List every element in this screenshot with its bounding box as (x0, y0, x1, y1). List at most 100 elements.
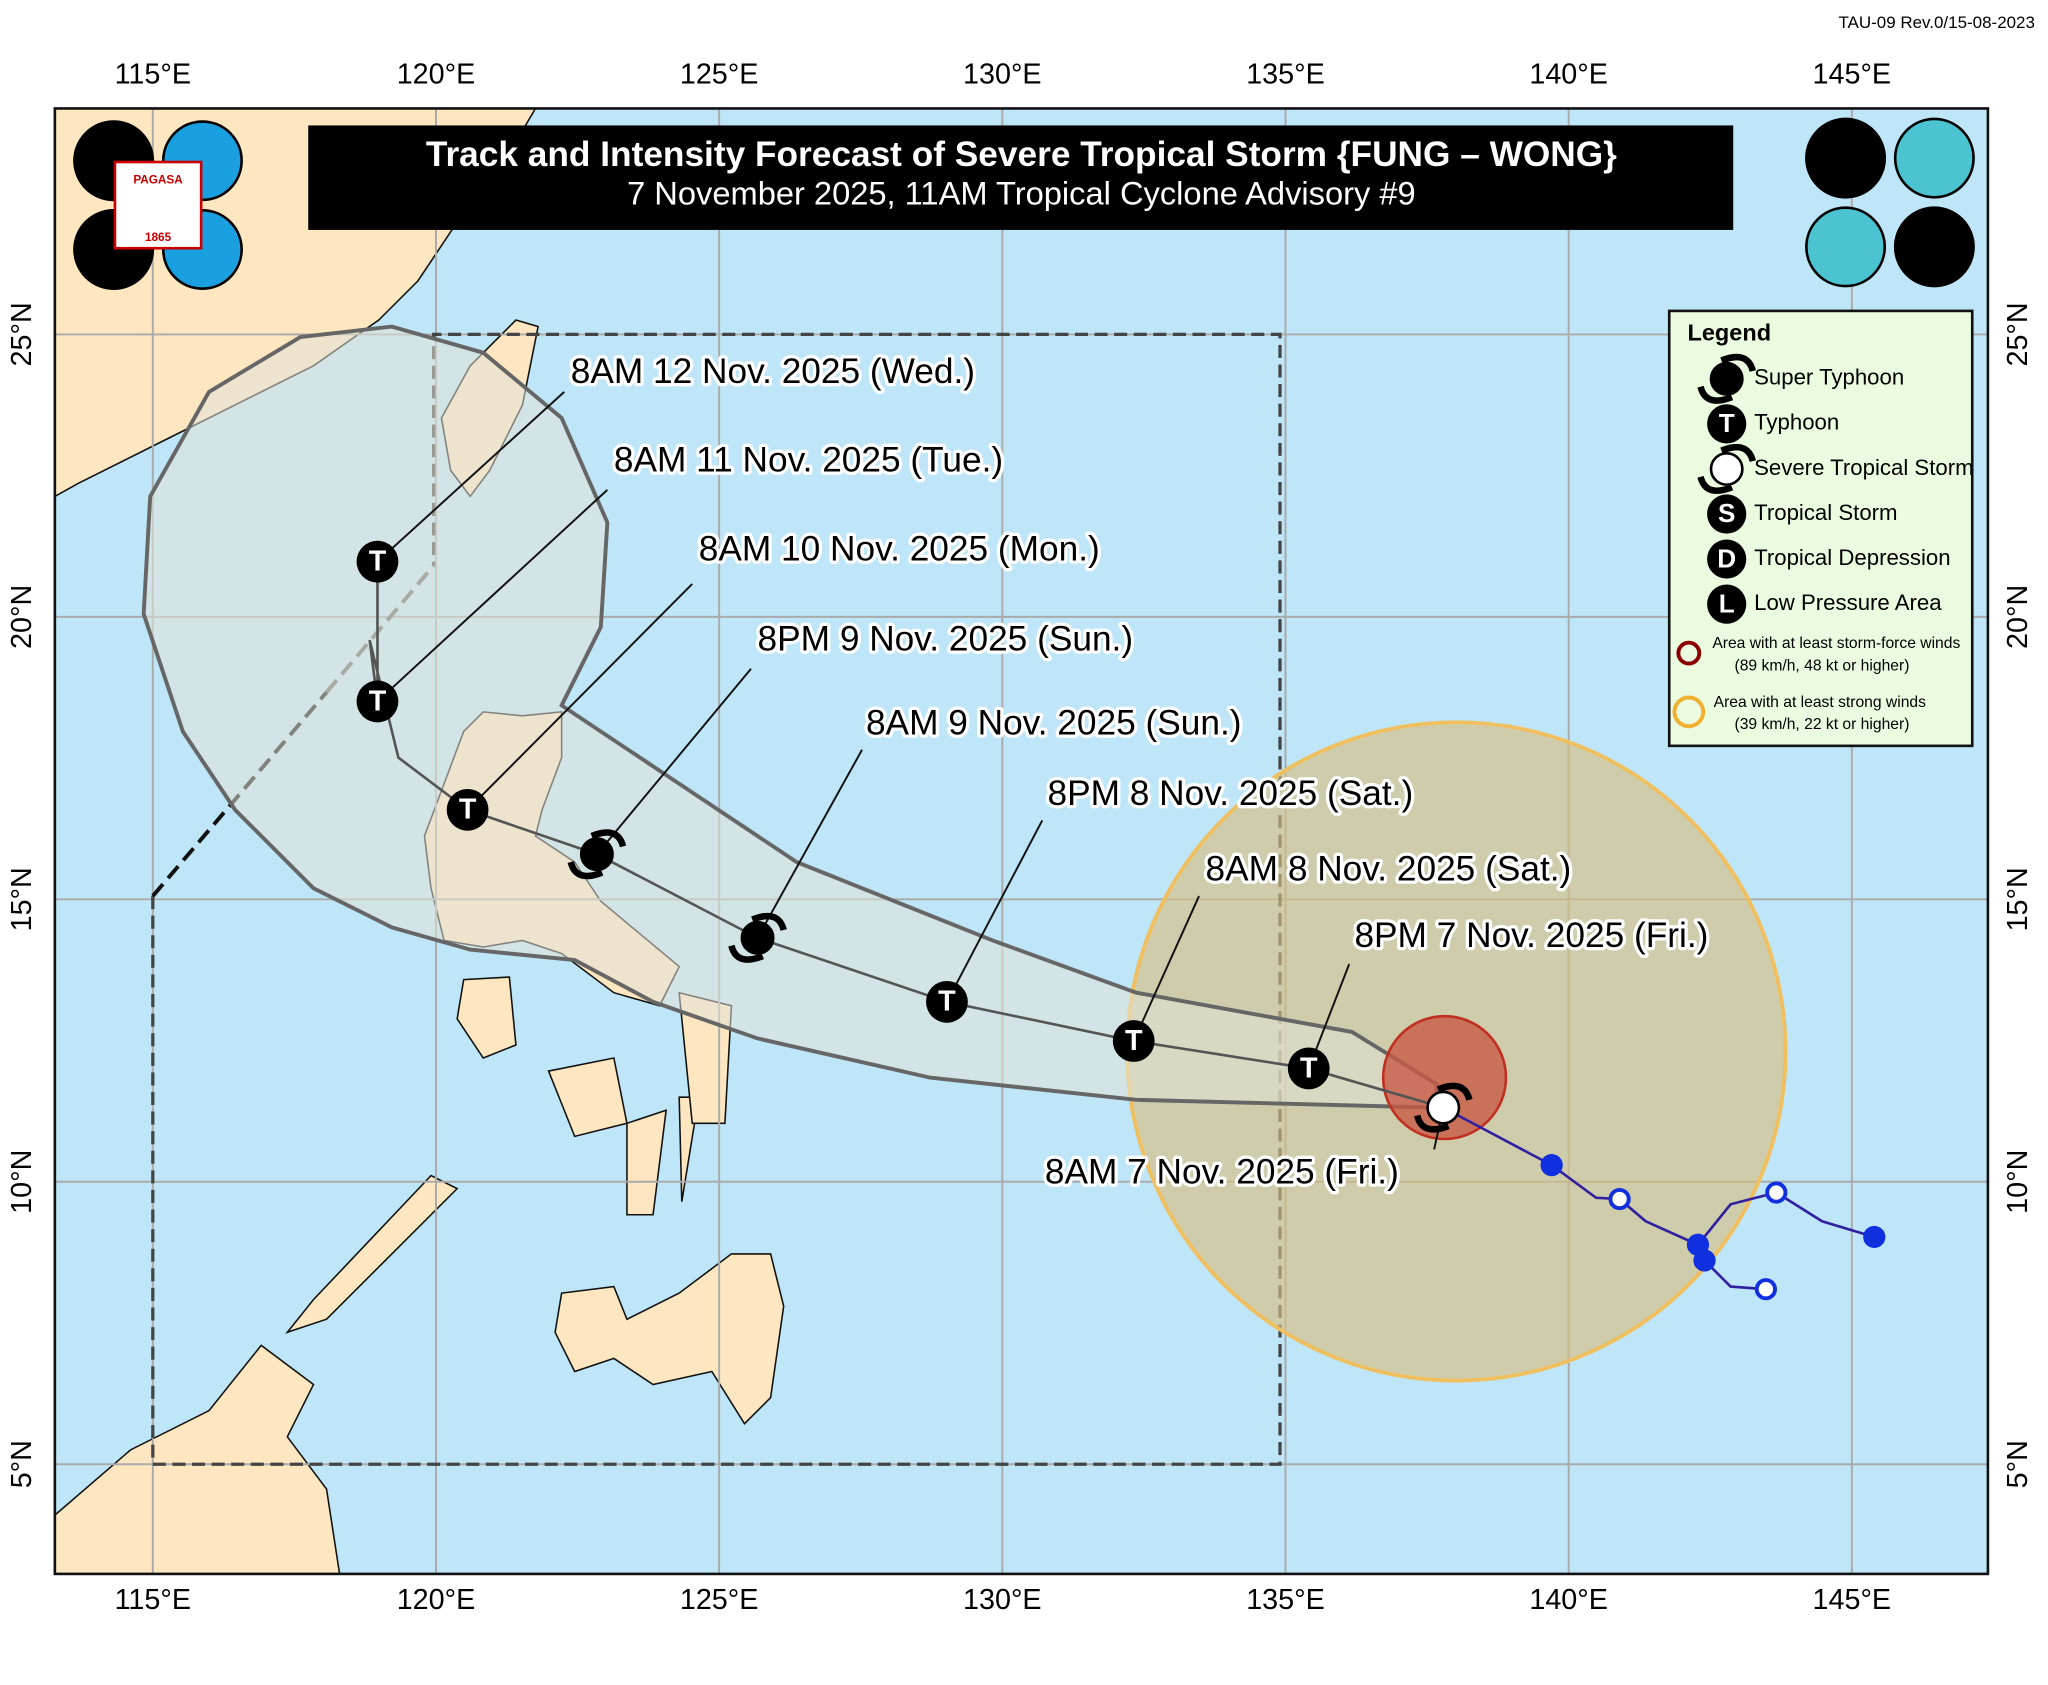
typhoon-marker (1112, 1020, 1155, 1062)
storm-force-area (1381, 1014, 1508, 1141)
legend-area-label: Area with at least strong winds (1714, 694, 1927, 711)
forecast-label: 8AM 12 Nov. 2025 (Wed.) (571, 352, 975, 391)
cyclone-arms (1697, 443, 1756, 494)
legend-item: T Typhoon (1707, 404, 1839, 444)
past-position (1693, 1249, 1716, 1272)
forecast-position: T (926, 980, 968, 1023)
cyclone-arms (567, 829, 627, 880)
leader-line (946, 819, 1044, 1003)
mindanao (554, 1253, 785, 1425)
longitude-label: 115°E (115, 58, 191, 90)
past-position (1540, 1154, 1563, 1177)
forecast-position (567, 829, 627, 880)
logo-name: PAGASA (133, 173, 183, 186)
subtitle: 7 November 2025, 11AM Tropical Cyclone A… (627, 175, 1416, 212)
title-banner (308, 125, 1734, 230)
revision: TAU-09 Rev.0/15-08-2023 (1838, 13, 2035, 32)
leader-line (376, 391, 565, 563)
typhoon-marker (926, 980, 968, 1023)
leader-line (596, 668, 752, 855)
legend-title: Legend (1688, 320, 1772, 346)
forecast-position: T (1287, 1047, 1330, 1090)
marker-letter: T (1125, 1025, 1143, 1057)
leader-line (1132, 895, 1200, 1042)
logo-quadrant (1805, 117, 1887, 199)
forecast-label: 8AM 10 Nov. 2025 (Mon.) (699, 530, 1100, 569)
longitude-label: 115°E (115, 1584, 191, 1616)
forecast-position: T (446, 788, 489, 831)
map-frame (53, 107, 1990, 1576)
forecast-position (728, 912, 787, 963)
legend-letter: S (1718, 498, 1735, 528)
longitude-label: 130°E (963, 58, 1042, 90)
longitude-label: 125°E (680, 1584, 759, 1616)
marker-letter: T (369, 685, 387, 717)
legend-item: D Tropical Depression (1707, 539, 1951, 579)
legend-label: Severe Tropical Storm (1754, 455, 1974, 480)
cyclone-eye (1709, 451, 1744, 486)
legend-area-note: (89 km/h, 48 kt or higher) (1735, 657, 1910, 674)
forecast-label: 8PM 8 Nov. 2025 (Sat.) (1048, 774, 1414, 813)
latitude-label: 15°N (2002, 867, 2034, 931)
typhoon-marker (446, 788, 489, 831)
logo-year: 1865 (145, 231, 172, 244)
legend-item: Severe Tropical Storm (1697, 443, 1974, 494)
legend-symbol (1707, 584, 1747, 624)
forecast-position: T (356, 680, 399, 723)
forecast-label: 8PM 9 Nov. 2025 (Sun.) (758, 620, 1134, 659)
forecast-label: 8AM 9 Nov. 2025 (Sun.) (866, 703, 1242, 742)
legend-label: Typhoon (1754, 410, 1839, 435)
typhoon-marker (356, 540, 399, 583)
past-track (1442, 1106, 1766, 1291)
cyclone-eye (579, 837, 614, 872)
past-position (1863, 1225, 1886, 1249)
legend-area-ring (1672, 695, 1706, 729)
longitude-label: 120°E (397, 58, 476, 90)
legend-symbol (1707, 494, 1747, 534)
forecast-position: T (1112, 1020, 1155, 1062)
latitude-label: 10°N (6, 1150, 38, 1214)
forecast-position (1413, 1082, 1473, 1133)
latitude-label: 25°N (2002, 302, 2034, 366)
legend-label: Tropical Storm (1754, 500, 1897, 525)
latitude-label: 5°N (2002, 1440, 2034, 1488)
legend-area-label: Area with at least storm-force winds (1712, 635, 1960, 652)
logo-quadrant (1893, 117, 1975, 199)
longitude-label: 145°E (1813, 58, 1892, 90)
latitude-label: 15°N (6, 867, 38, 931)
legend-area-ring (1676, 640, 1702, 666)
legend-item: Super Typhoon (1697, 353, 1904, 404)
logo-quadrant (1893, 206, 1975, 288)
longitude-label: 145°E (1813, 1584, 1892, 1616)
latitude-label: 25°N (6, 302, 38, 366)
cyclone-eye (1709, 361, 1744, 396)
mindoro (456, 976, 517, 1059)
legend-item: L Low Pressure Area (1707, 584, 1942, 624)
typhoon-marker (356, 680, 399, 723)
longitude-label: 125°E (680, 58, 759, 90)
marker-letter: T (1300, 1052, 1318, 1084)
longitude-label: 140°E (1529, 58, 1608, 90)
logo-shield (113, 160, 203, 250)
legend-area-note: (39 km/h, 22 kt or higher) (1735, 716, 1910, 733)
cyclone-arms (1697, 353, 1756, 404)
cyclone-arms (728, 912, 787, 963)
longitude-label: 130°E (963, 1584, 1042, 1616)
past-position (1754, 1278, 1777, 1301)
cyclone-eye (740, 920, 775, 955)
legend-label: Super Typhoon (1754, 365, 1904, 390)
marker-letter: T (938, 986, 956, 1018)
forecast-label: 8PM 7 Nov. 2025 (Fri.) (1354, 916, 1708, 955)
legend-item: S Tropical Storm (1707, 494, 1898, 534)
longitude-label: 135°E (1246, 58, 1325, 90)
latitude-label: 10°N (2002, 1150, 2034, 1214)
latitude-label: 20°N (6, 585, 38, 649)
cyclone-arms (1413, 1082, 1473, 1133)
title: Track and Intensity Forecast of Severe T… (426, 135, 1617, 174)
longitude-label: 140°E (1529, 1584, 1608, 1616)
legend-symbol (1707, 404, 1747, 444)
marker-letter: T (459, 794, 477, 826)
negros (626, 1109, 668, 1216)
